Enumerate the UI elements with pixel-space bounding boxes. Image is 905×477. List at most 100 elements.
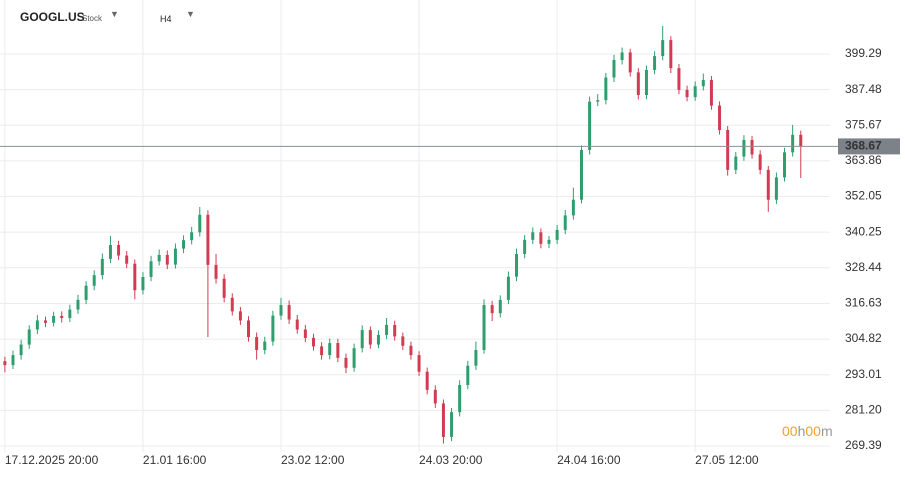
candle-body <box>791 134 795 153</box>
candle-body <box>506 276 510 300</box>
candle-body <box>709 79 713 106</box>
candle-body <box>230 297 234 312</box>
candle-body <box>149 261 153 277</box>
timeframe[interactable]: H4 <box>160 14 172 24</box>
candle-body <box>173 248 177 265</box>
candle-body <box>157 254 161 262</box>
candle-body <box>450 412 454 437</box>
candle-body <box>531 232 535 240</box>
candle-body <box>190 232 194 241</box>
candle-body <box>222 278 226 298</box>
timeframe-dropdown[interactable]: ▼ <box>186 9 195 19</box>
candle-body <box>774 177 778 200</box>
candle-body <box>52 315 56 323</box>
symbol-dropdown[interactable]: ▼ <box>110 9 119 19</box>
x-tick-label: 24.04 16:00 <box>557 453 621 467</box>
candle-body <box>482 305 486 351</box>
candle-body <box>11 355 15 366</box>
candle-body <box>498 299 502 314</box>
x-tick-label: 17.12.2025 20:00 <box>5 453 99 467</box>
x-tick-label: 24.03 20:00 <box>419 453 483 467</box>
candle-body <box>539 232 543 244</box>
candle-body <box>385 324 389 335</box>
candle-body <box>182 240 186 249</box>
candle-body <box>303 329 307 338</box>
candle-body <box>799 134 803 147</box>
candle-body <box>441 403 445 437</box>
candle-body <box>35 320 39 330</box>
candle-body <box>750 139 754 155</box>
symbol[interactable]: GOOGL.US <box>20 10 85 24</box>
x-tick-label: 21.01 16:00 <box>143 453 207 467</box>
candle-body <box>287 305 291 320</box>
candle-body <box>612 59 616 78</box>
candle-body <box>766 169 770 200</box>
candle-body <box>92 275 96 286</box>
candle-body <box>669 40 673 69</box>
candle-body <box>515 254 519 277</box>
candle-body <box>474 350 478 366</box>
candle-body <box>3 361 7 366</box>
candle-body <box>783 152 787 178</box>
y-tick-label: 387.48 <box>845 82 882 96</box>
candle-body <box>133 263 137 291</box>
candle-body <box>344 357 348 368</box>
instrument-type: Stock <box>82 14 103 23</box>
candle-body <box>352 348 356 368</box>
candle-body <box>68 309 72 319</box>
candle-body <box>466 365 470 386</box>
candle-body <box>393 324 397 337</box>
candle-body <box>165 254 169 265</box>
y-tick-label: 293.01 <box>845 367 882 381</box>
y-tick-label: 281.20 <box>845 403 882 417</box>
candle-body <box>409 345 413 356</box>
candle-body <box>247 320 251 338</box>
candle-body <box>571 199 575 216</box>
candle-body <box>328 343 332 356</box>
candle-body <box>726 130 730 170</box>
candle-body <box>125 255 129 264</box>
candle-body <box>238 311 242 321</box>
candle-body <box>214 264 218 279</box>
candle-body <box>425 371 429 390</box>
candle-body <box>563 215 567 230</box>
candle-body <box>279 305 283 316</box>
y-tick-label: 363.86 <box>845 153 882 167</box>
y-tick-label: 316.63 <box>845 296 882 310</box>
candle-body <box>368 330 372 345</box>
candle-body <box>693 86 697 98</box>
candle-body <box>43 320 47 323</box>
candle-body <box>628 52 632 73</box>
candle-body <box>458 385 462 413</box>
candle-body <box>60 315 64 319</box>
y-tick-label: 375.67 <box>845 117 882 131</box>
candle-body <box>718 105 722 131</box>
candle-body <box>604 77 608 101</box>
y-tick-label: 269.39 <box>845 438 882 452</box>
candle-body <box>255 337 259 351</box>
countdown-minutes: 00 <box>805 423 821 439</box>
candle-body <box>588 101 592 150</box>
candle-body <box>685 89 689 98</box>
x-tick-label: 23.02 12:00 <box>281 453 345 467</box>
candle-body <box>117 244 121 256</box>
candle-body <box>84 285 88 300</box>
candle-body <box>547 239 551 244</box>
candle-body <box>734 156 738 170</box>
candle-body <box>661 40 665 57</box>
y-tick-label: 399.29 <box>845 46 882 60</box>
countdown-hours: 00 <box>782 423 798 439</box>
candle-body <box>295 319 299 330</box>
candle-body <box>271 315 275 342</box>
candle-body <box>555 229 559 240</box>
countdown-minutes-unit: m <box>821 423 833 439</box>
y-tick-label: 340.25 <box>845 224 882 238</box>
countdown: 00h00m <box>782 423 833 439</box>
y-tick-label: 304.82 <box>845 331 882 345</box>
candle-body <box>742 139 746 157</box>
y-tick-label: 328.44 <box>845 260 882 274</box>
candle-body <box>758 154 762 170</box>
candle-body <box>401 336 405 346</box>
